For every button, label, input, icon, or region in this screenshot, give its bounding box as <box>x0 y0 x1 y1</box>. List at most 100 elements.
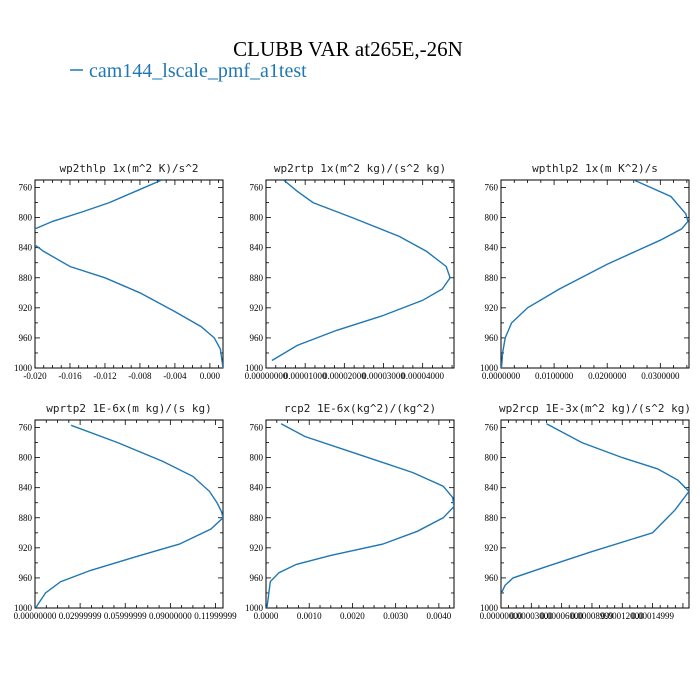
plot-frame <box>500 179 690 369</box>
y-tick-label: 880 <box>19 273 33 283</box>
y-tick-label: 920 <box>250 303 264 313</box>
x-tick-label: 0.000 <box>200 371 221 381</box>
y-tick-label: 920 <box>485 303 499 313</box>
y-tick-label: 840 <box>19 483 33 493</box>
x-tick-label: 0.0000 <box>254 611 279 621</box>
x-tick-label: 0.00000000 <box>480 611 523 621</box>
y-tick-label: 880 <box>250 513 264 523</box>
y-tick-label: 760 <box>485 183 499 193</box>
y-tick-label: 760 <box>250 183 264 193</box>
x-tick-label: -0.008 <box>128 371 152 381</box>
x-tick-label: 0.11999999 <box>194 611 237 621</box>
y-tick-label: 960 <box>19 573 33 583</box>
panel-2: wp2rtp 1x(m^2 kg)/(s^2 kg) 760 800 840 880 92… <box>245 162 455 381</box>
figure-title: CLUBB VAR at265E,-26N <box>233 37 463 61</box>
x-tick-label: 0.00014999 <box>631 611 674 621</box>
x-tick-label: 0.00003000 <box>510 611 553 621</box>
x-tick-label: 0.0000000 <box>482 371 521 381</box>
y-tick-label: 1000 <box>245 603 264 613</box>
x-tick-label: 0.0020 <box>340 611 365 621</box>
y-tick-label: 800 <box>19 453 33 463</box>
x-tick-label: 0.0100000 <box>535 371 574 381</box>
x-tick-label: 0.00002000 <box>323 371 366 381</box>
x-tick-label: 0.00003000 <box>362 371 405 381</box>
y-tick-label: 840 <box>250 483 264 493</box>
x-tick-label: 0.00008999 <box>571 611 614 621</box>
panel-title: rcp2 1E-6x(kg^2)/(kg^2) <box>284 402 436 415</box>
y-tick-label: 960 <box>250 333 264 343</box>
panel-6: wp2rcp 1E-3x(m^2 kg)/(s^2 kg)760 800 840 88… <box>480 402 691 621</box>
y-tick-label: 1000 <box>14 603 33 613</box>
y-tick-label: 760 <box>250 423 264 433</box>
y-tick-label: 1000 <box>480 603 499 613</box>
x-tick-label: 0.0010 <box>297 611 322 621</box>
x-tick-label: 0.02999999 <box>59 611 102 621</box>
y-tick-label: 920 <box>19 543 33 553</box>
x-tick-label: -0.012 <box>93 371 116 381</box>
panel-title: wp2rcp 1E-3x(m^2 kg)/(s^2 kg) <box>499 402 691 415</box>
x-tick-label: 0.09000000 <box>149 611 192 621</box>
panel-title: wpthlp2 1x(m K^2)/s <box>532 162 658 175</box>
y-tick-label: 880 <box>250 273 264 283</box>
y-tick-label: 920 <box>485 543 499 553</box>
series-line-1 <box>501 180 689 368</box>
x-tick-label: 0.0300000 <box>641 371 680 381</box>
series-line-1 <box>35 424 223 608</box>
y-tick-label: 840 <box>485 483 499 493</box>
panel-3: wpthlp2 1x(m K^2)/s 760 800 840 880 920 960 100… <box>480 162 690 381</box>
plot-frame <box>500 419 690 609</box>
series-line-1 <box>501 423 689 594</box>
plot-frame <box>265 179 455 369</box>
legend-label: cam144_lscale_pmf_a1test <box>89 60 307 82</box>
y-tick-label: 800 <box>485 213 499 223</box>
plot-frame <box>265 419 455 609</box>
y-tick-label: 920 <box>250 543 264 553</box>
panel-1: wp2thlp 1x(m^2 K)/s^2 760 800 840 880 920 960 1… <box>14 162 224 381</box>
y-tick-label: 760 <box>19 423 33 433</box>
y-tick-label: 800 <box>250 213 264 223</box>
y-tick-label: 960 <box>250 573 264 583</box>
y-tick-label: 800 <box>19 213 33 223</box>
y-tick-label: 880 <box>485 273 499 283</box>
x-tick-label: -0.004 <box>163 371 187 381</box>
panel-title: wprtp2 1E-6x(m kg)/(s kg) <box>46 402 212 415</box>
x-tick-label: 0.00004000 <box>401 371 444 381</box>
x-tick-label: 0.0200000 <box>588 371 627 381</box>
y-tick-label: 920 <box>19 303 33 313</box>
series-line-1 <box>266 423 454 608</box>
x-tick-label: 0.00001000 <box>284 371 327 381</box>
series-line-1 <box>35 180 223 368</box>
panels-group: wp2thlp 1x(m^2 K)/s^2 760 800 840 880 920 960 1… <box>14 162 691 621</box>
x-tick-label: 0.00000000 <box>245 371 288 381</box>
legend: cam144_lscale_pmf_a1test <box>70 60 307 82</box>
y-tick-label: 1000 <box>14 363 33 373</box>
x-tick-label: 0.05999999 <box>104 611 147 621</box>
plot-frame <box>34 419 224 609</box>
y-tick-label: 960 <box>485 333 499 343</box>
y-tick-label: 760 <box>485 423 499 433</box>
panel-title: wp2rtp 1x(m^2 kg)/(s^2 kg) <box>274 162 446 175</box>
series-line-1 <box>271 180 451 362</box>
y-tick-label: 960 <box>19 333 33 343</box>
x-tick-label: 0.0040 <box>426 611 451 621</box>
y-tick-label: 840 <box>19 243 33 253</box>
y-tick-label: 880 <box>19 513 33 523</box>
panel-4: wprtp2 1E-6x(m kg)/(s kg) 760 800 840 880 920… <box>14 402 238 621</box>
panel-title: wp2thlp 1x(m^2 K)/s^2 <box>59 162 198 175</box>
x-tick-label: -0.016 <box>58 371 82 381</box>
x-tick-label: 0.00006000 <box>540 611 583 621</box>
x-tick-label: 0.00012000 <box>601 611 644 621</box>
y-tick-label: 880 <box>485 513 499 523</box>
x-tick-label: 0.0030 <box>383 611 408 621</box>
y-tick-label: 840 <box>250 243 264 253</box>
y-tick-label: 800 <box>485 453 499 463</box>
x-tick-label: 0.00000000 <box>14 611 57 621</box>
y-tick-label: 800 <box>250 453 264 463</box>
y-tick-label: 760 <box>19 183 33 193</box>
y-tick-label: 1000 <box>245 363 264 373</box>
y-tick-label: 1000 <box>480 363 499 373</box>
plot-frame <box>34 179 224 369</box>
panel-5: rcp2 1E-6x(kg^2)/(kg^2) 760 800 840 880 920 96… <box>245 402 455 621</box>
y-tick-label: 960 <box>485 573 499 583</box>
